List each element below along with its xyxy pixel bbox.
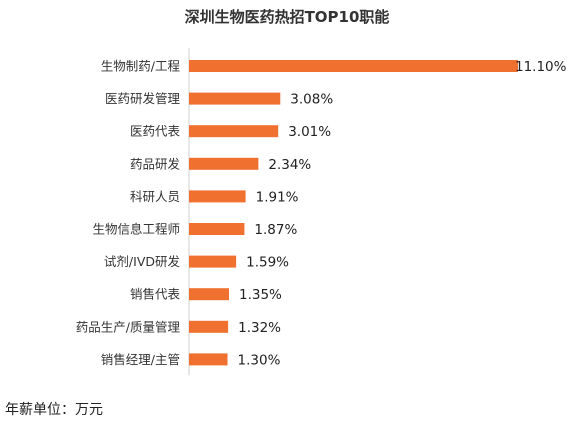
value-label: 1.59% xyxy=(246,255,289,271)
bar xyxy=(189,60,518,72)
category-label: 药品研发 xyxy=(130,156,181,171)
category-label: 试剂/IVD研发 xyxy=(104,254,181,269)
value-label: 1.91% xyxy=(256,189,299,205)
value-label: 1.87% xyxy=(254,222,297,238)
value-label: 3.08% xyxy=(290,92,333,108)
category-label: 销售代表 xyxy=(130,287,181,302)
category-label: 生物信息工程师 xyxy=(92,222,180,237)
value-label: 1.32% xyxy=(238,320,281,336)
bar xyxy=(189,353,228,366)
bar xyxy=(189,157,259,170)
category-label: 医药研发管理 xyxy=(105,91,181,106)
bar xyxy=(189,320,229,333)
category-label: 科研人员 xyxy=(130,189,180,204)
category-label: 药品生产/质量管理 xyxy=(76,319,181,334)
bar xyxy=(189,255,237,268)
salary-unit-note: 年薪单位：万元 xyxy=(5,402,103,418)
value-label: 11.10% xyxy=(515,59,567,75)
category-label: 销售经理/主管 xyxy=(101,352,180,367)
bar xyxy=(189,125,279,138)
value-label: 2.34% xyxy=(268,157,311,173)
bar xyxy=(189,190,246,203)
value-label: 1.35% xyxy=(239,287,282,303)
value-label: 1.30% xyxy=(238,352,281,368)
category-label: 生物制药/工程 xyxy=(101,59,181,74)
bar xyxy=(189,92,281,105)
category-label: 医药代表 xyxy=(130,124,181,139)
value-label: 3.01% xyxy=(288,124,331,140)
chart-title: 深圳生物医药热招TOP10职能 xyxy=(184,8,390,26)
bar xyxy=(189,288,230,301)
bar xyxy=(189,223,245,235)
